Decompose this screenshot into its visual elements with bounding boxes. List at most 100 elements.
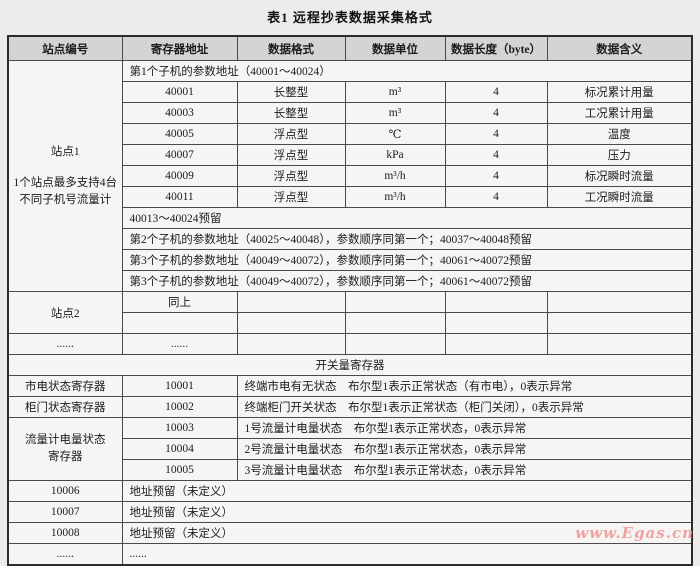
- data-meaning: 工况瞬时流量: [546, 186, 693, 208]
- data-length: 4: [444, 165, 548, 187]
- station1-section1-row: 站点1 1个站点最多支持4台 不同子机号流量计 第1个子机的参数地址（40001…: [7, 60, 693, 292]
- data-unit: m³/h: [344, 186, 446, 208]
- data-length: 4: [444, 81, 548, 103]
- station2-row-a: 站点2 同上: [7, 291, 693, 334]
- register-description: 3号流量计电量状态 布尔型1表示正常状态，0表示异常: [236, 459, 693, 481]
- data-length: 4: [444, 186, 548, 208]
- submachine1-section-header: 第1个子机的参数地址（40001～40024）: [121, 60, 693, 82]
- register-address: 40001: [121, 81, 238, 103]
- submachine3-section-header-repeat: 第3个子机的参数地址（40049～40072），参数顺序同第一个；40061～4…: [121, 270, 693, 292]
- col-header-data-meaning: 数据含义: [546, 35, 693, 61]
- data-meaning: 温度: [546, 123, 693, 145]
- register-description: 终端市电有无状态 布尔型1表示正常状态（有市电），0表示异常: [236, 375, 693, 397]
- empty-cell: [344, 333, 446, 355]
- register-address: 10001: [121, 375, 238, 397]
- cabinet-door-status-row: 柜门状态寄存器 10002 终端柜门开关状态 布尔型1表示正常状态（柜门关闭），…: [7, 396, 693, 418]
- register-address: 40011: [121, 186, 238, 208]
- ellipsis-address: ......: [7, 543, 123, 566]
- data-meaning: 工况累计用量: [546, 102, 693, 124]
- register-address: 10007: [7, 501, 123, 523]
- col-header-data-length: 数据长度（byte）: [444, 35, 548, 61]
- empty-cell: [444, 333, 548, 355]
- header-row: 站点编号 寄存器地址 数据格式 数据单位 数据长度（byte） 数据含义: [7, 35, 693, 61]
- register-address: 10005: [121, 459, 238, 481]
- station2-label-cell: 站点2: [7, 291, 123, 334]
- col-header-register-address: 寄存器地址: [121, 35, 238, 61]
- meter-battery-status-row-3: 10005 3号流量计电量状态 布尔型1表示正常状态，0表示异常: [8, 459, 693, 481]
- register-address: 10006: [7, 480, 123, 502]
- register-description: 1号流量计电量状态 布尔型1表示正常状态，0表示异常: [236, 417, 693, 439]
- submachine2-section-header: 第2个子机的参数地址（40025～40048），参数顺序同第一个；40037～4…: [121, 228, 693, 250]
- data-collection-table: 站点编号 寄存器地址 数据格式 数据单位 数据长度（byte） 数据含义 站点1…: [7, 35, 693, 566]
- page-title: 表1 远程抄表数据采集格式: [267, 10, 433, 25]
- data-length: 4: [444, 144, 548, 166]
- switch-ellipsis-row: ...... ......: [7, 543, 693, 566]
- empty-cell: [546, 291, 693, 313]
- register-address: 40007: [121, 144, 238, 166]
- mains-power-status-row: 市电状态寄存器 10001 终端市电有无状态 布尔型1表示正常状态（有市电），0…: [7, 375, 693, 397]
- col-header-data-unit: 数据单位: [344, 35, 446, 61]
- switch-section-title-row: 开关量寄存器: [7, 354, 693, 376]
- data-unit: m³: [344, 102, 446, 124]
- empty-cell: [546, 333, 693, 355]
- empty-cell: [236, 333, 346, 355]
- empty-cell: [344, 291, 446, 313]
- address-reserved-row-10006: 10006 地址预留（未定义）: [7, 480, 693, 502]
- reserved-range-label: 40013～40024预留: [121, 207, 693, 229]
- register-address: 10004: [121, 438, 238, 460]
- group-label-line2: 寄存器: [48, 451, 83, 463]
- reserved-description: 地址预留（未定义）: [121, 501, 693, 523]
- register-address: 10002: [121, 396, 238, 418]
- data-format: 长整型: [236, 102, 346, 124]
- register-address: 40005: [121, 123, 238, 145]
- ellipsis-description: ......: [121, 543, 693, 566]
- param-row-40011: 40011 浮点型 m³/h 4 工况瞬时流量: [8, 186, 693, 208]
- register-address: 10003: [121, 417, 238, 439]
- data-unit: ℃: [344, 123, 446, 145]
- ellipsis-station: ......: [7, 333, 123, 355]
- station1-note-line1: 1个站点最多支持4台: [13, 176, 118, 189]
- empty-cell: [344, 312, 446, 334]
- station2-row-b: [8, 312, 693, 334]
- empty-cell: [546, 312, 693, 334]
- empty-cell: [236, 312, 346, 334]
- meter-battery-status-row-2: 10004 2号流量计电量状态 布尔型1表示正常状态，0表示异常: [8, 438, 693, 460]
- data-meaning: 压力: [546, 144, 693, 166]
- meter-battery-status-row-1: 流量计电量状态 寄存器 10003 1号流量计电量状态 布尔型1表示正常状态，0…: [7, 417, 693, 481]
- ellipsis-register: ......: [121, 333, 238, 355]
- register-description: 终端柜门开关状态 布尔型1表示正常状态（柜门关闭），0表示异常: [236, 396, 693, 418]
- data-format: 浮点型: [236, 186, 346, 208]
- data-meaning: 标况瞬时流量: [546, 165, 693, 187]
- station1-name: 站点1: [50, 145, 80, 158]
- data-format: 浮点型: [236, 144, 346, 166]
- group-label-line1: 流量计电量状态: [25, 434, 106, 447]
- data-length: 4: [444, 102, 548, 124]
- empty-cell: [121, 312, 238, 334]
- reserved-description: 地址预留（未定义）: [121, 522, 693, 544]
- reserved-description: 地址预留（未定义）: [121, 480, 693, 502]
- data-meaning: 标况累计用量: [546, 81, 693, 103]
- data-unit: m³: [344, 81, 446, 103]
- register-address: 10008: [7, 522, 123, 544]
- data-format: 浮点型: [236, 165, 346, 187]
- submachine3-section-header: 第3个子机的参数地址（40049～40072），参数顺序同第一个；40061～4…: [121, 249, 693, 271]
- stations-ellipsis-row: ...... ......: [7, 333, 693, 355]
- data-length: 4: [444, 123, 548, 145]
- register-address: 40003: [121, 102, 238, 124]
- meter-battery-group-label: 流量计电量状态 寄存器: [7, 417, 123, 481]
- station1-label-cell: 站点1 1个站点最多支持4台 不同子机号流量计: [7, 60, 123, 292]
- address-reserved-row-10007: 10007 地址预留（未定义）: [7, 501, 693, 523]
- col-header-station-id: 站点编号: [7, 35, 123, 61]
- empty-cell: [444, 312, 548, 334]
- empty-cell: [236, 291, 346, 313]
- register-address: 40009: [121, 165, 238, 187]
- data-format: 长整型: [236, 81, 346, 103]
- address-reserved-row-10008: 10008 地址预留（未定义）: [7, 522, 693, 544]
- station2-same-as-above: 同上: [121, 291, 238, 313]
- station1-note-line2: 不同子机号流量计: [19, 193, 112, 206]
- param-row-40009: 40009 浮点型 m³/h 4 标况瞬时流量: [8, 165, 693, 187]
- register-label: 柜门状态寄存器: [7, 396, 123, 418]
- col-header-data-format: 数据格式: [236, 35, 346, 61]
- empty-cell: [444, 291, 548, 313]
- register-label: 市电状态寄存器: [7, 375, 123, 397]
